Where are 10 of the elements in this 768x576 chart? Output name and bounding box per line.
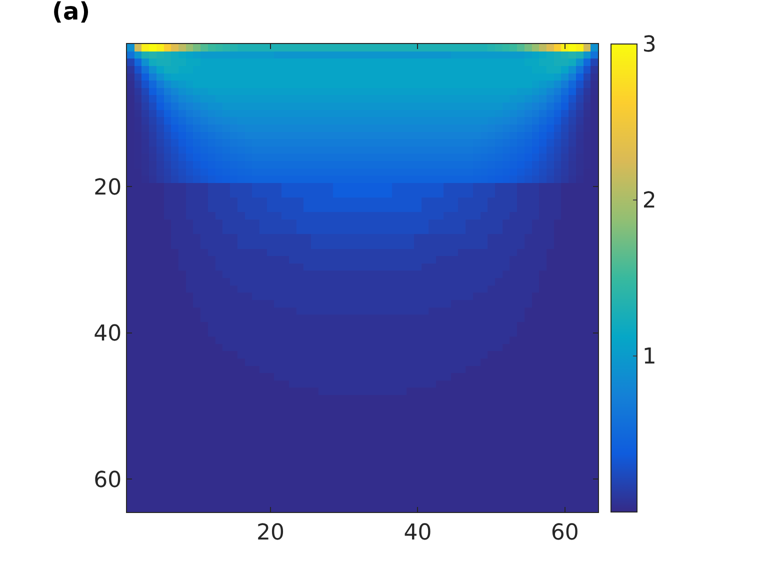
x-tick-label: 20 (256, 520, 285, 546)
y-tick-label: 60 (94, 468, 122, 493)
color-bar-label: 2 (642, 188, 656, 214)
y-tick-label: 20 (94, 175, 122, 200)
x-tick-label: 40 (404, 520, 432, 546)
chart-title: (a) (52, 0, 90, 26)
x-tick-label: 60 (550, 520, 579, 546)
color-bar-label: 3 (642, 32, 656, 58)
color-bar-label: 1 (642, 344, 656, 370)
y-tick-label: 40 (94, 322, 122, 347)
